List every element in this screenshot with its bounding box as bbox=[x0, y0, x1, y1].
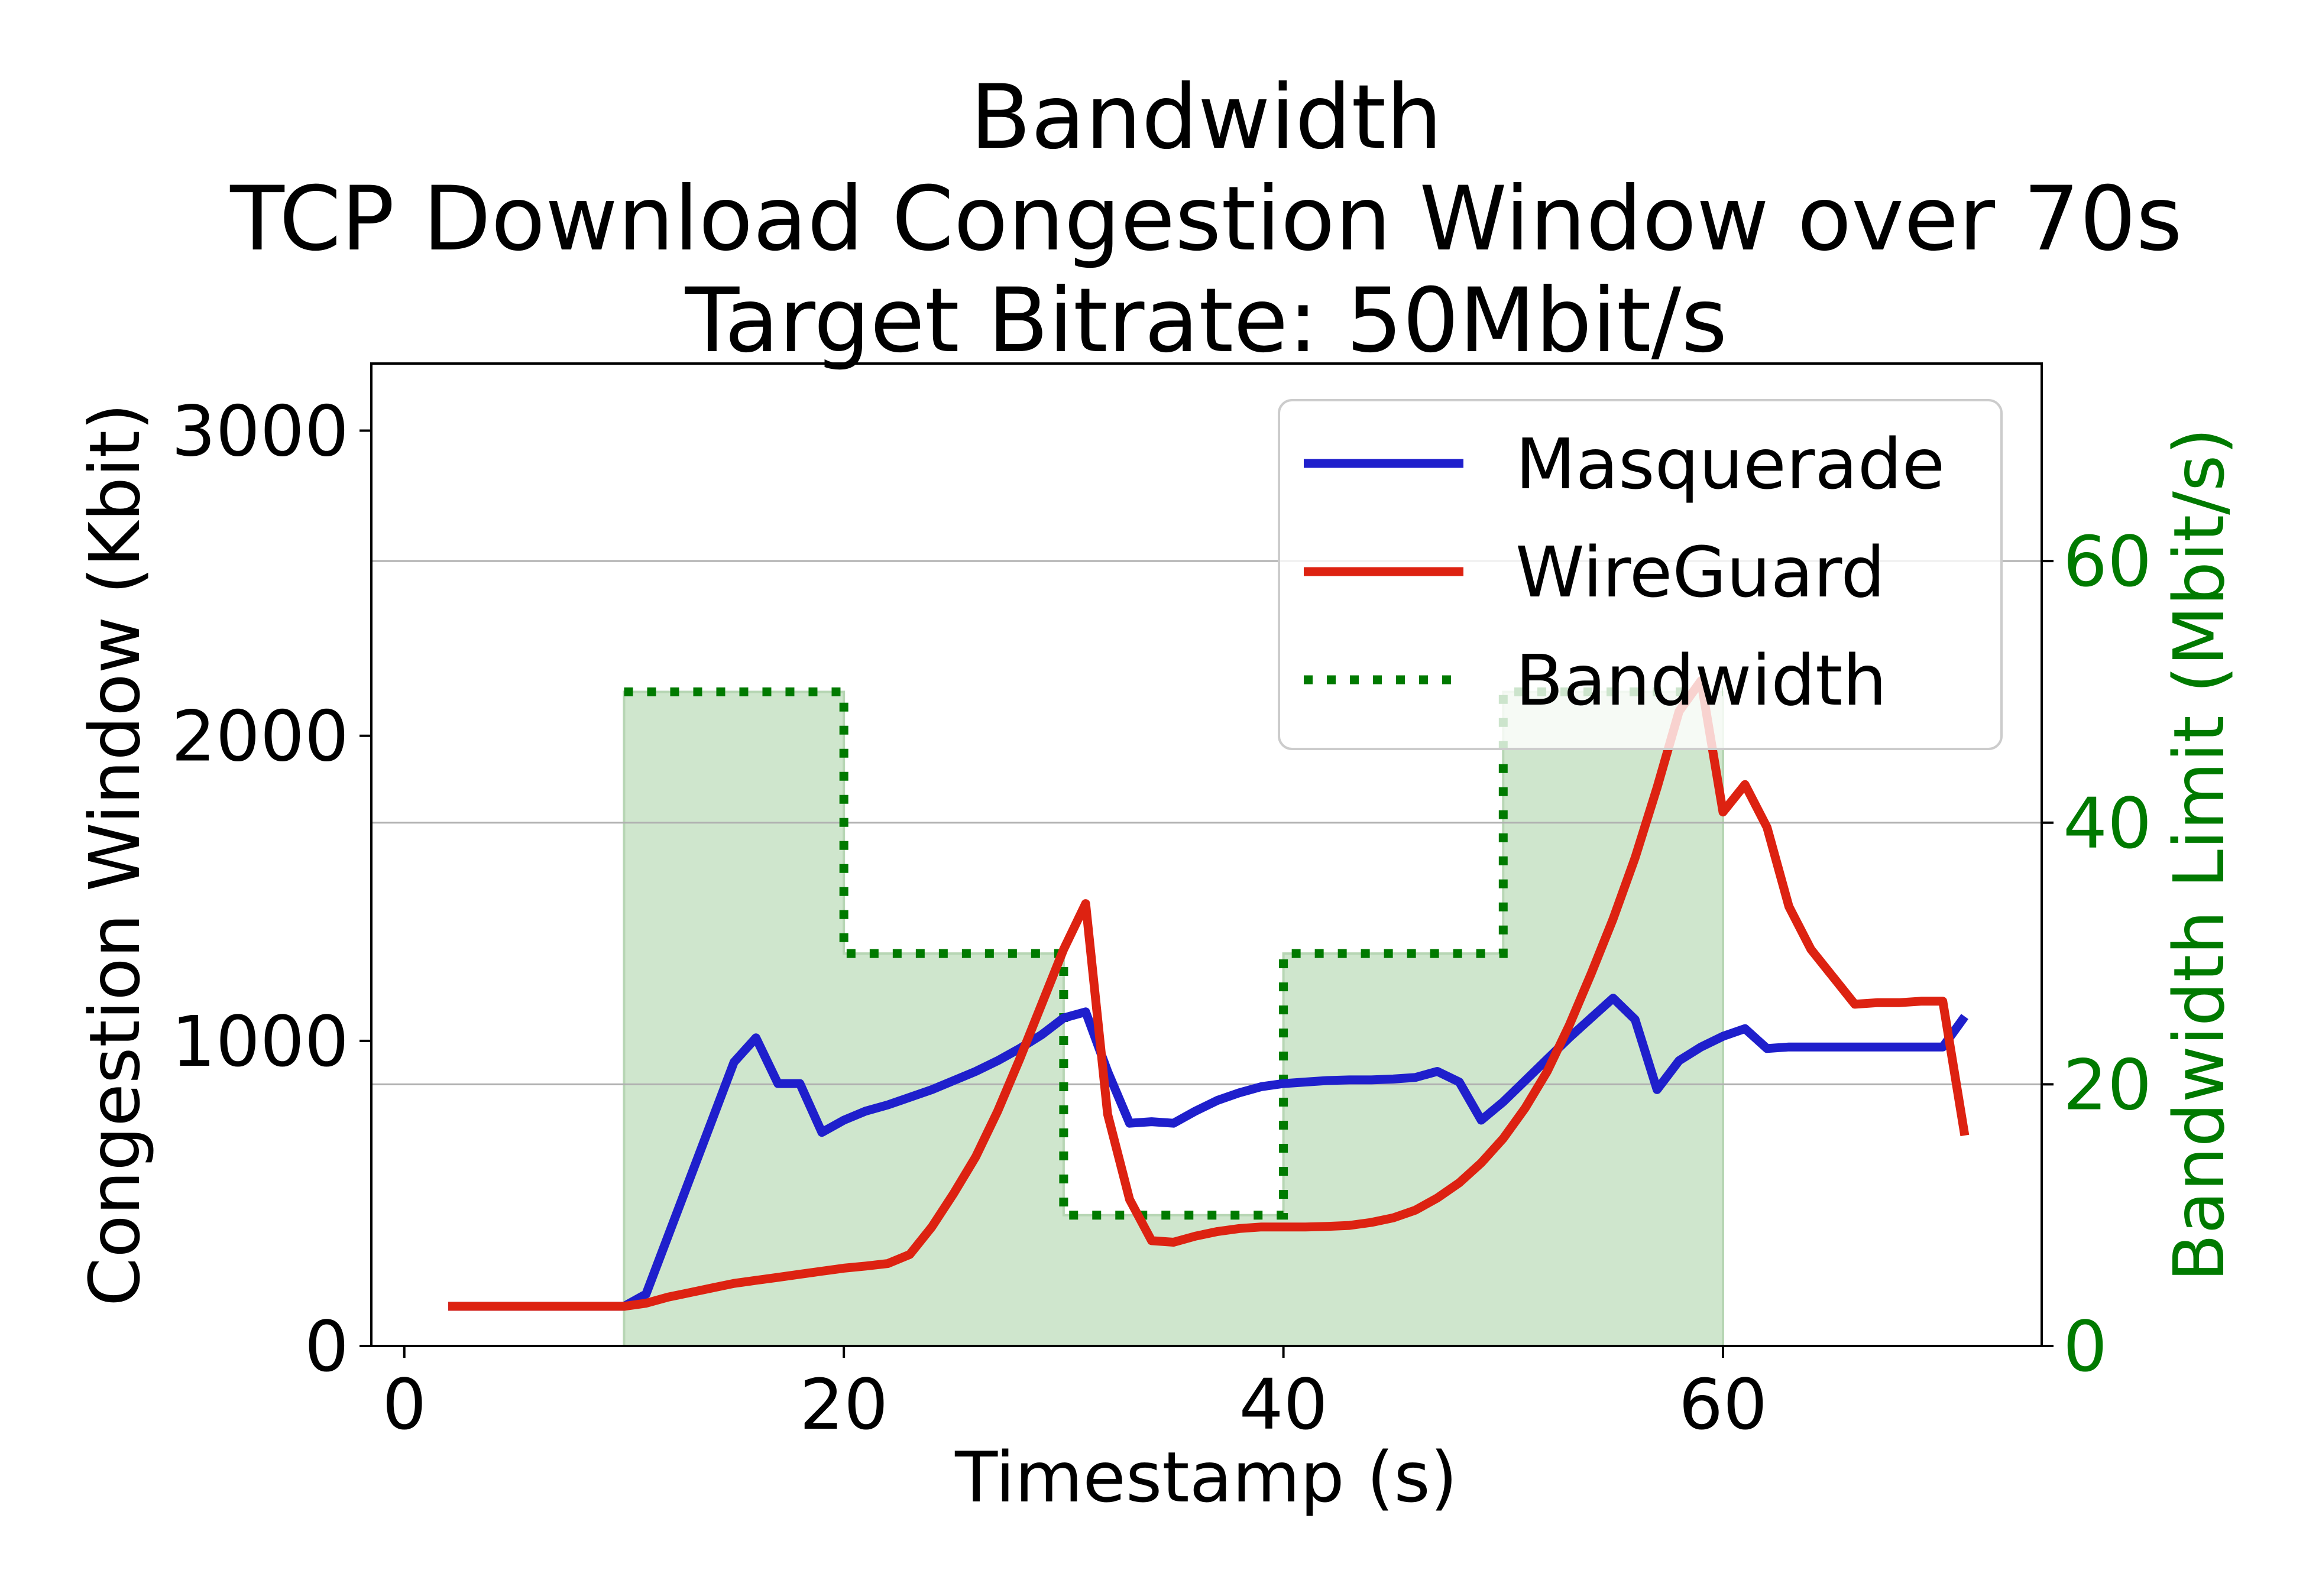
y-tick-label: 3000 bbox=[171, 391, 349, 472]
chart-title-line-3: Target Bitrate: 50Mbit/s bbox=[685, 270, 1728, 372]
bandwidth-fill-layer bbox=[623, 690, 1725, 1347]
plot-frame bbox=[370, 362, 2043, 1347]
legend-label-wireguard: WireGuard bbox=[1515, 531, 1885, 613]
y2-tick-label: 20 bbox=[2063, 1044, 2152, 1125]
chart-title-line-2: TCP Download Congestion Window over 70s bbox=[229, 168, 2182, 271]
y-tick-label: 0 bbox=[305, 1306, 349, 1387]
y-axis-label: Congestion Window (Kbit) bbox=[74, 403, 156, 1306]
series-line-bandwidth bbox=[624, 687, 1724, 1220]
series-line-masquerade bbox=[448, 994, 1968, 1311]
x-axis-label: Timestamp (s) bbox=[954, 1436, 1458, 1518]
legend: Masquerade WireGuard Bandwidth bbox=[1278, 399, 2003, 750]
x-tick-label: 40 bbox=[1239, 1364, 1328, 1445]
x-tick-label: 0 bbox=[382, 1364, 426, 1445]
y2-tick-label: 0 bbox=[2063, 1306, 2107, 1387]
y2-axis-ticks: 0 20 40 60 bbox=[2042, 521, 2152, 1387]
y-tick-label: 1000 bbox=[171, 1001, 349, 1082]
y-axis-ticks: 0 1000 2000 3000 bbox=[171, 391, 371, 1387]
x-tick-label: 60 bbox=[1679, 1364, 1767, 1445]
y-tick-label: 2000 bbox=[171, 696, 349, 777]
y2-tick-label: 60 bbox=[2063, 521, 2152, 602]
y2-tick-label: 40 bbox=[2063, 783, 2152, 864]
legend-box bbox=[1278, 399, 2003, 750]
x-tick-label: 20 bbox=[799, 1364, 888, 1445]
legend-label-bandwidth: Bandwidth bbox=[1515, 640, 1887, 721]
legend-label-masquerade: Masquerade bbox=[1515, 423, 1945, 505]
chart-title: Bandwidth TCP Download Congestion Window… bbox=[229, 66, 2182, 372]
x-axis-ticks: 0 20 40 60 bbox=[382, 1346, 1767, 1445]
bandwidth-area bbox=[623, 690, 1725, 1347]
y2-axis-label: Bandwidth Limit (Mbit/s) bbox=[2158, 428, 2240, 1282]
chart-title-line-1: Bandwidth bbox=[970, 66, 1443, 169]
